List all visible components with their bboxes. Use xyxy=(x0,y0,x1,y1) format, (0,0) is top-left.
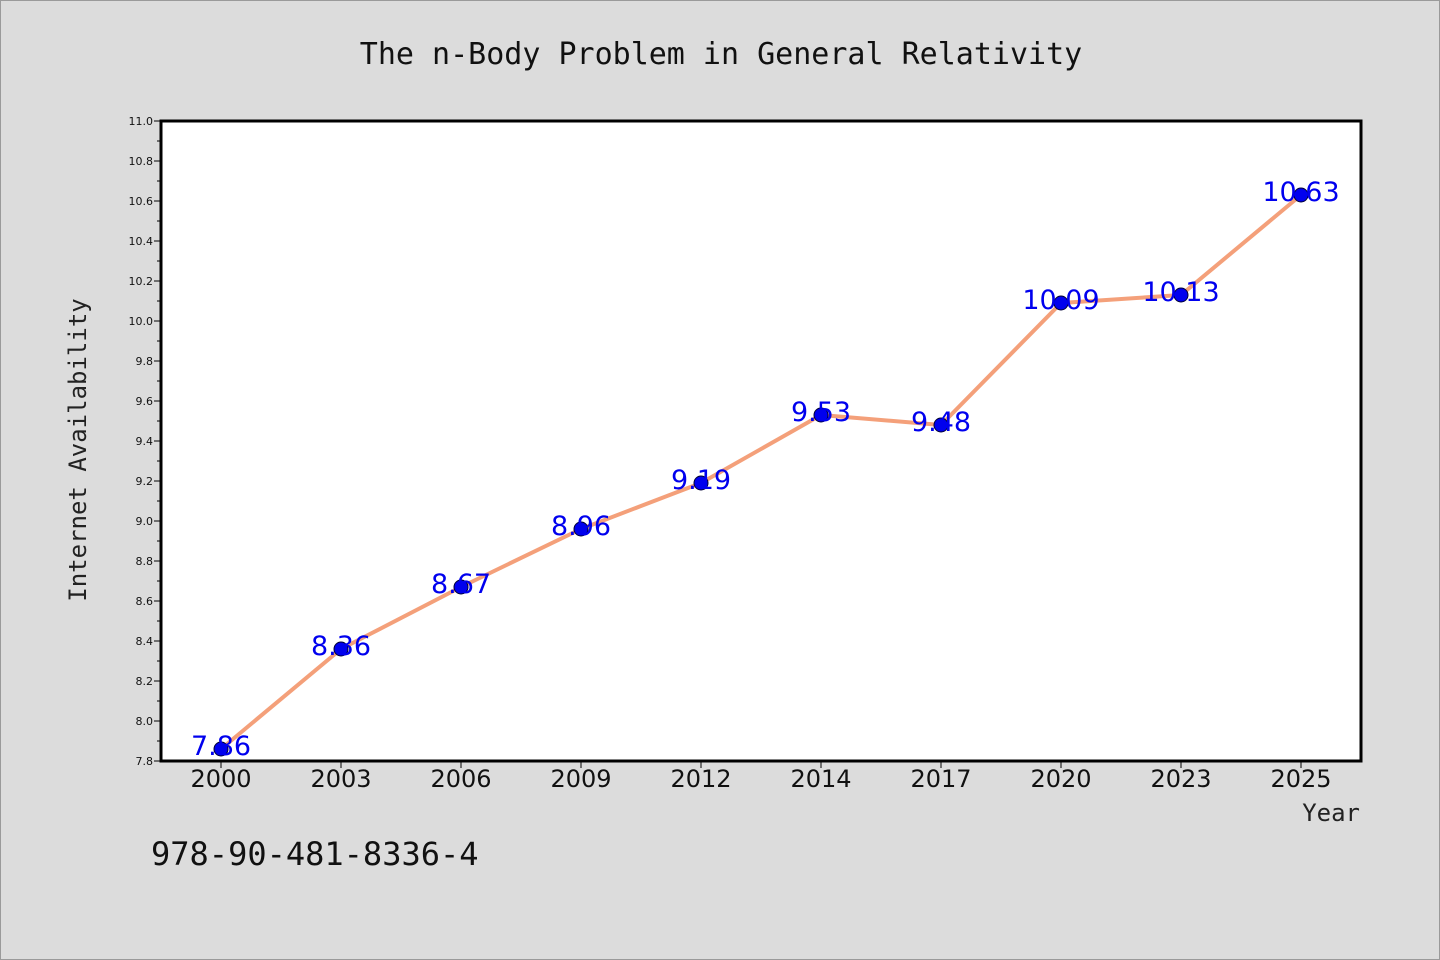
x-tick-label: 2017 xyxy=(910,765,971,793)
x-tick-label: 2003 xyxy=(310,765,371,793)
y-tick-label: 10.8 xyxy=(129,155,154,168)
y-tick-label: 9.2 xyxy=(136,475,154,488)
data-label: 10.13 xyxy=(1142,277,1219,308)
x-tick-label: 2006 xyxy=(430,765,491,793)
series-group: 7.86 8.36 8.67 8.96 9.19 9.53 9.48 10.09 10.13 10… xyxy=(191,177,1340,762)
x-axis-label: Year xyxy=(1302,799,1360,827)
y-tick-label: 8.8 xyxy=(136,555,154,568)
data-label: 9.19 xyxy=(671,465,731,496)
data-label: 8.36 xyxy=(311,631,371,662)
data-label: 8.67 xyxy=(431,569,491,600)
x-tick-label: 2020 xyxy=(1030,765,1091,793)
data-point xyxy=(213,741,229,757)
y-tick-label: 8.0 xyxy=(136,715,154,728)
y-axis-label: Internet Availability xyxy=(64,298,92,601)
data-point xyxy=(1293,187,1309,203)
y-tick-label: 10.4 xyxy=(129,235,154,248)
y-tick-label: 9.4 xyxy=(136,435,154,448)
y-tick-label: 10.0 xyxy=(129,315,154,328)
y-tick-label: 8.6 xyxy=(136,595,154,608)
x-axis-ticks: 2000 2003 2006 2009 2012 2014 2017 2020 2023 2025 xyxy=(190,761,1332,793)
data-point xyxy=(333,641,349,657)
data-label: 7.86 xyxy=(191,731,251,762)
y-tick-label: 8.4 xyxy=(136,635,154,648)
x-tick-label: 2023 xyxy=(1150,765,1211,793)
data-label: 8.96 xyxy=(551,511,611,542)
x-tick-label: 2000 xyxy=(190,765,251,793)
y-tick-label: 9.0 xyxy=(136,515,154,528)
data-label: 10.63 xyxy=(1262,177,1339,208)
y-tick-label: 11.0 xyxy=(129,115,154,128)
series-line xyxy=(219,193,1303,751)
y-tick-label: 8.2 xyxy=(136,675,154,688)
y-tick-label: 9.6 xyxy=(136,395,154,408)
data-label: 10.09 xyxy=(1022,285,1099,316)
data-label: 9.53 xyxy=(791,397,851,428)
chart-title: The n-Body Problem in General Relativity xyxy=(360,37,1082,72)
y-tick-label: 10.6 xyxy=(129,195,154,208)
x-tick-label: 2014 xyxy=(790,765,851,793)
data-point xyxy=(693,475,709,491)
data-point xyxy=(813,407,829,423)
y-tick-label: 10.2 xyxy=(129,275,154,288)
x-tick-label: 2012 xyxy=(670,765,731,793)
x-tick-label: 2009 xyxy=(550,765,611,793)
data-point xyxy=(1173,287,1189,303)
x-tick-label: 2025 xyxy=(1270,765,1331,793)
data-label: 9.48 xyxy=(911,407,971,438)
y-tick-label: 9.8 xyxy=(136,355,154,368)
isbn-text: 978-90-481-8336-4 xyxy=(151,835,479,873)
data-point xyxy=(1053,295,1069,311)
y-axis-ticks: 7.8 8.0 8.2 8.4 8.6 8.8 9.0 9.2 9.4 9.6 9.8 10.0 10.… xyxy=(129,115,161,768)
plot-area xyxy=(159,119,1363,763)
data-point xyxy=(933,417,949,433)
data-point xyxy=(573,521,589,537)
y-tick-label: 7.8 xyxy=(136,755,154,768)
data-point xyxy=(453,579,469,595)
